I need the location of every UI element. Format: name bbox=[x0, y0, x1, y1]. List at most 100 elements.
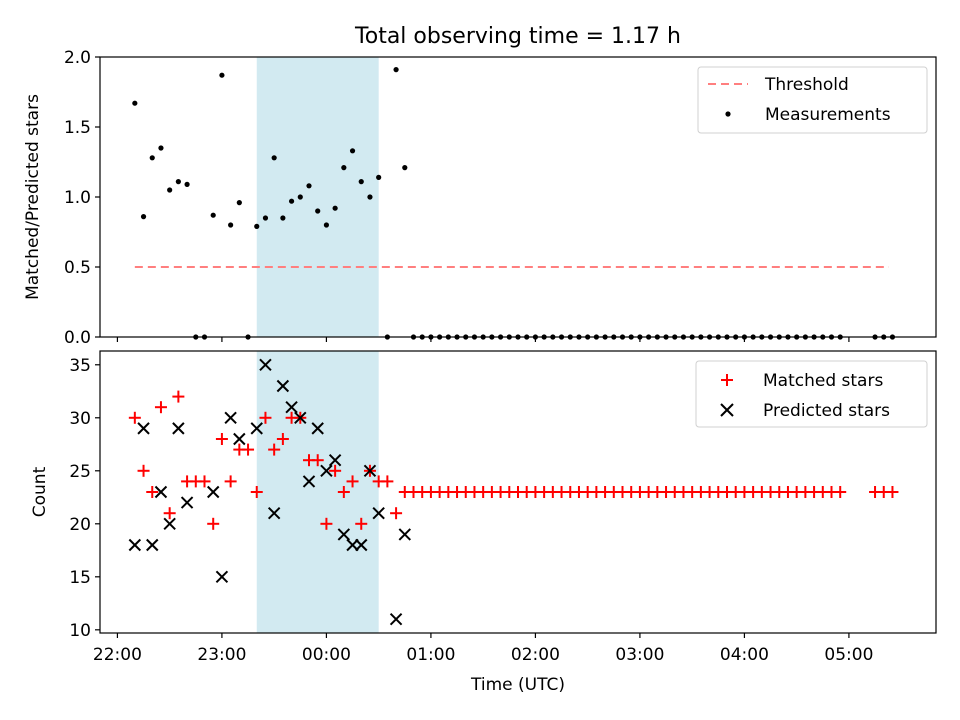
predicted-point bbox=[328, 453, 342, 467]
matched-point bbox=[346, 475, 359, 488]
measurement-point bbox=[306, 183, 312, 189]
predicted-point bbox=[163, 517, 176, 531]
top-shaded-interval bbox=[256, 57, 379, 337]
predicted-point bbox=[355, 538, 368, 552]
measurement-point bbox=[288, 198, 295, 204]
measurement-point bbox=[149, 155, 155, 161]
ytick-label: 15 bbox=[69, 568, 91, 588]
legend-predicted-swatch bbox=[720, 403, 734, 417]
measurement-point bbox=[367, 194, 373, 200]
predicted-point bbox=[250, 422, 263, 435]
xtick-label: 22:00 bbox=[93, 645, 142, 665]
legend-threshold-label: Threshold bbox=[764, 75, 849, 95]
ytick-label: 10 bbox=[69, 621, 91, 641]
measurement-point bbox=[323, 222, 330, 228]
measurement-point bbox=[132, 100, 138, 106]
measurement-point bbox=[184, 181, 190, 187]
matched-point bbox=[198, 475, 211, 488]
ytick-label: 1.0 bbox=[64, 188, 91, 208]
matched-point bbox=[207, 517, 220, 530]
matched-point bbox=[215, 432, 228, 445]
measurement-point bbox=[358, 179, 364, 185]
bottom-yticks: 10 15 20 25 30 35 bbox=[69, 356, 100, 641]
predicted-point bbox=[154, 485, 168, 499]
matched-point bbox=[276, 432, 289, 445]
matched-point bbox=[250, 486, 263, 498]
ytick-label: 20 bbox=[69, 515, 91, 535]
xtick-label: 23:00 bbox=[197, 645, 246, 665]
ytick-label: 2.0 bbox=[64, 48, 91, 68]
measurement-point bbox=[297, 194, 303, 200]
predicted-point bbox=[363, 464, 377, 478]
measurement-point bbox=[210, 212, 216, 218]
measurement-point bbox=[349, 148, 356, 154]
matched-point bbox=[355, 517, 368, 530]
matched-point bbox=[242, 443, 255, 456]
predicted-point bbox=[224, 411, 237, 424]
predicted-point bbox=[215, 570, 229, 584]
matched-point bbox=[163, 507, 176, 520]
measurement-point bbox=[219, 72, 225, 78]
predicted-point bbox=[180, 496, 194, 509]
series-predicted-stars bbox=[128, 358, 411, 626]
legend-measurements-label: Measurements bbox=[765, 105, 891, 125]
bottom-xticks: 22:00 23:00 00:00 01:00 02:00 03:00 04:00 05:00 bbox=[93, 633, 873, 665]
measurement-point bbox=[236, 200, 242, 206]
matched-point bbox=[390, 507, 403, 520]
bottom-marks bbox=[128, 358, 899, 626]
series-matched-stars bbox=[128, 390, 899, 530]
measurement-point bbox=[140, 214, 147, 220]
matched-point bbox=[137, 464, 150, 477]
ytick-label: 30 bbox=[69, 409, 91, 429]
measurement-point bbox=[280, 215, 286, 221]
matched-point bbox=[834, 486, 847, 498]
xtick-label: 02:00 bbox=[511, 645, 560, 665]
measurement-point bbox=[341, 165, 347, 171]
matched-point bbox=[154, 401, 167, 414]
xtick-label: 03:00 bbox=[615, 645, 664, 665]
measurement-point bbox=[402, 165, 408, 171]
ytick-label: 1.5 bbox=[64, 118, 91, 138]
measurement-point bbox=[315, 208, 321, 214]
bottom-xlabel: Time (UTC) bbox=[470, 675, 565, 695]
measurement-point bbox=[254, 223, 260, 229]
predicted-point bbox=[267, 506, 281, 520]
predicted-point bbox=[372, 506, 385, 520]
predicted-point bbox=[128, 538, 142, 552]
matched-point bbox=[320, 517, 333, 530]
matched-point bbox=[381, 475, 394, 488]
xtick-label: 01:00 bbox=[406, 645, 455, 665]
top-xticks bbox=[116, 337, 850, 342]
xtick-label: 04:00 bbox=[720, 645, 769, 665]
predicted-point bbox=[146, 538, 159, 552]
top-ylabel: Matched/Predicted stars bbox=[23, 94, 43, 300]
predicted-point bbox=[207, 485, 220, 499]
top-yticks: 0.0 0.5 1.0 1.5 2.0 bbox=[64, 48, 100, 348]
measurement-point bbox=[376, 174, 382, 180]
matched-point bbox=[224, 475, 237, 488]
ytick-label: 0.0 bbox=[64, 328, 91, 348]
measurement-point bbox=[393, 67, 399, 73]
predicted-point bbox=[285, 400, 298, 414]
matched-point bbox=[329, 464, 342, 477]
predicted-point bbox=[311, 422, 324, 435]
matched-point bbox=[311, 454, 324, 467]
predicted-point bbox=[233, 432, 246, 446]
top-panel: 0.00.51.01.52.0 Matched/Predicted stars … bbox=[23, 48, 937, 348]
predicted-point bbox=[320, 464, 333, 478]
top-legend: Threshold Measurements bbox=[697, 66, 928, 134]
predicted-point bbox=[137, 422, 150, 435]
figure-title: Total observing time = 1.17 h bbox=[354, 24, 681, 49]
bottom-legend: Matched stars Predicted stars bbox=[695, 360, 928, 428]
legend-matched-label: Matched stars bbox=[763, 371, 883, 391]
xtick-label: 00:00 bbox=[302, 645, 351, 665]
predicted-point bbox=[398, 528, 411, 541]
legend-measurements-swatch bbox=[725, 111, 731, 117]
predicted-point bbox=[389, 613, 403, 626]
xtick-label: 05:00 bbox=[824, 645, 873, 665]
bottom-legend-box bbox=[695, 360, 928, 428]
predicted-point bbox=[172, 422, 185, 435]
ytick-label: 25 bbox=[69, 462, 91, 482]
matched-point bbox=[337, 486, 350, 498]
